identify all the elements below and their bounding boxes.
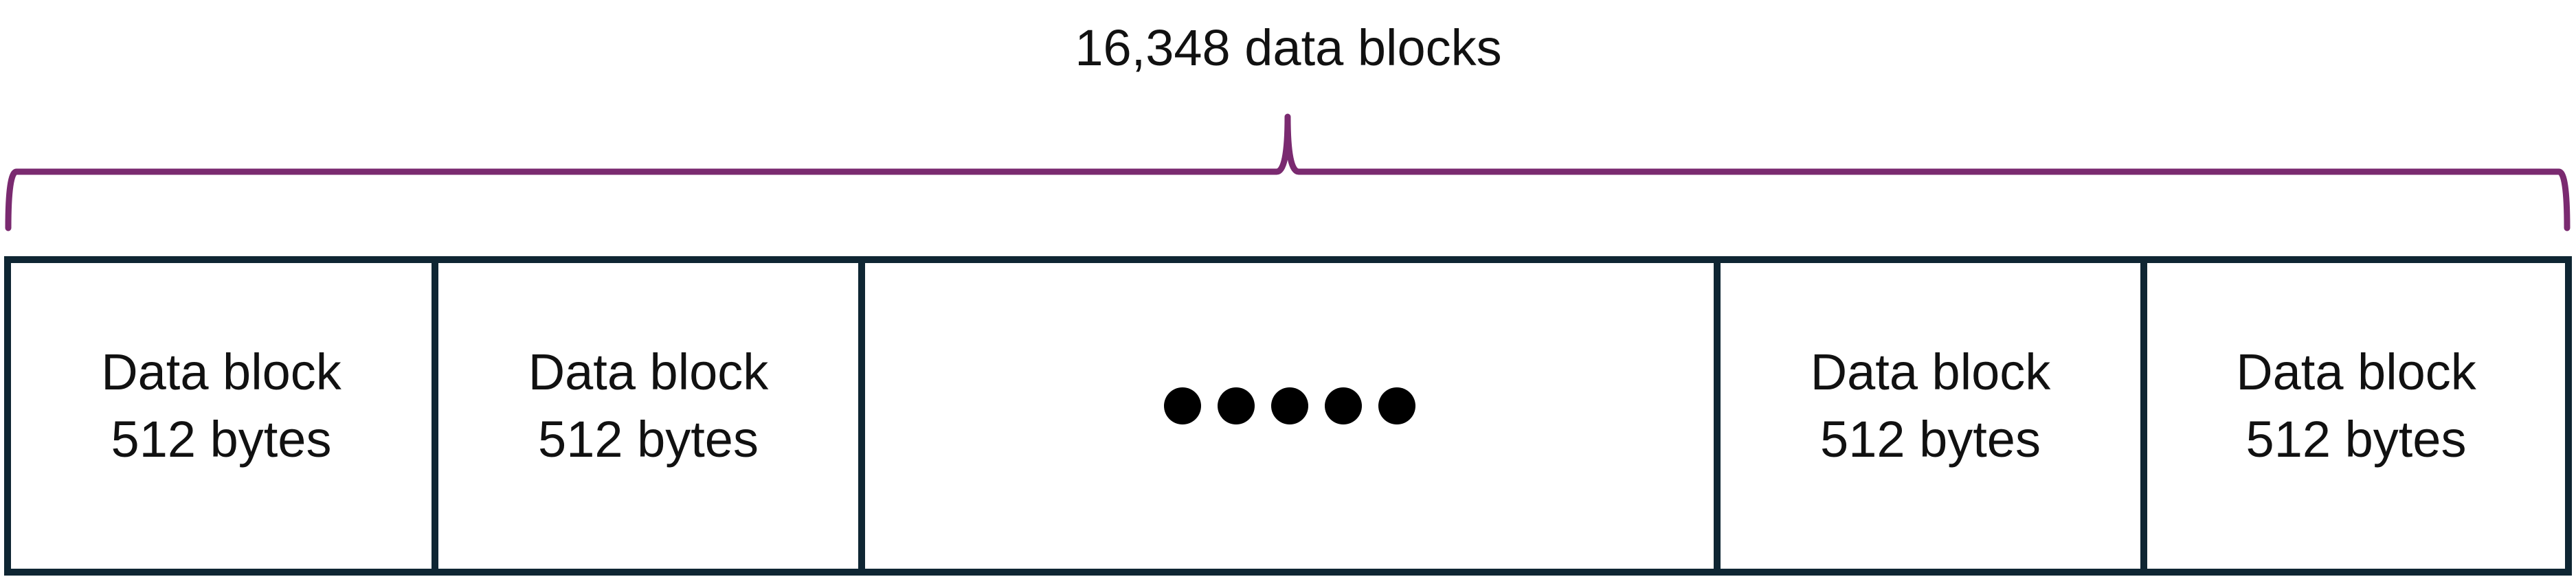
data-block-label: Data block	[101, 343, 341, 400]
data-block-5: Data block 512 bytes	[2147, 263, 2565, 569]
data-block-label: Data block	[2236, 343, 2476, 400]
data-block-size: 512 bytes	[111, 410, 332, 468]
ellipsis-dots	[1163, 387, 1415, 424]
ellipsis-dot	[1324, 387, 1362, 424]
data-block-row: Data block 512 bytes Data block 512 byte…	[4, 256, 2572, 576]
data-block-size: 512 bytes	[2245, 410, 2467, 468]
data-block-4: Data block 512 bytes	[1721, 263, 2147, 569]
ellipsis-dot	[1378, 387, 1415, 424]
data-block-label: Data block	[1810, 343, 2051, 400]
data-block-label: Data block	[528, 343, 769, 400]
brace-bracket	[5, 113, 2571, 231]
ellipsis-dot	[1270, 387, 1308, 424]
ellipsis-dot	[1163, 387, 1201, 424]
data-block-2: Data block 512 bytes	[438, 263, 865, 569]
ellipsis-dot	[1217, 387, 1255, 424]
data-block-size: 512 bytes	[538, 410, 759, 468]
data-block-size: 512 bytes	[1820, 410, 2041, 468]
total-blocks-label: 16,348 data blocks	[1075, 19, 1502, 76]
brace-path	[5, 113, 2571, 231]
data-block-1: Data block 512 bytes	[11, 263, 438, 569]
ellipsis-block	[865, 263, 1721, 569]
